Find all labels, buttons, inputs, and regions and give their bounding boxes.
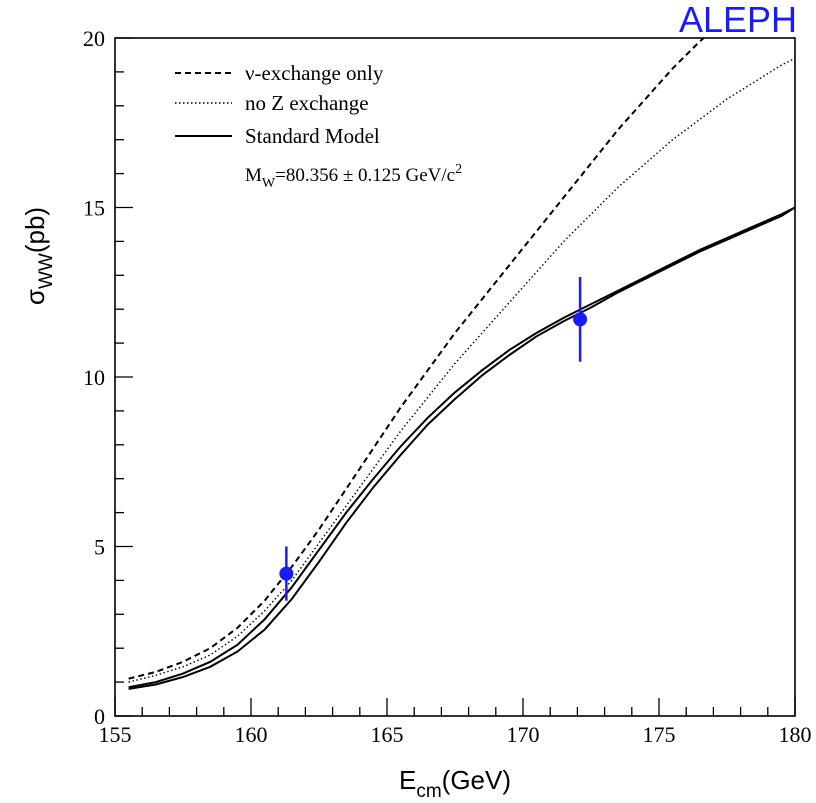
x-tick-label: 175: [643, 722, 676, 747]
y-tick-label: 0: [94, 704, 105, 729]
x-tick-label: 170: [507, 722, 540, 747]
ticks-layer: 155 160 165 170 175 180 0 5 10 15 20: [83, 26, 812, 747]
y-tick-label: 10: [83, 365, 105, 390]
axes-layer: [114, 37, 796, 717]
annot-sup: 2: [455, 162, 462, 177]
data-point-0: [279, 566, 294, 581]
x-tick-label: 165: [371, 722, 404, 747]
x-axis-title: Ecm(GeV): [399, 765, 511, 802]
legend-label-standard-model: Standard Model: [245, 124, 380, 148]
data-points-layer: [279, 276, 588, 601]
y-axis-title-sub: WW: [36, 253, 57, 289]
y-axis-title: σWW(pb): [20, 207, 57, 305]
series-line-3: [128, 206, 795, 690]
annot-mid: =80.356 ± 0.125 GeV/c: [275, 165, 455, 186]
series-line-0: [128, 38, 706, 680]
plot-frame: [114, 37, 796, 717]
y-tick-label: 15: [83, 196, 105, 221]
x-tick-label: 160: [235, 722, 268, 747]
series-line-2: [128, 206, 795, 689]
annot-sub: W: [262, 176, 276, 191]
y-axis-title-rest: (pb): [20, 207, 50, 253]
y-axis-title-main: σ: [20, 289, 50, 305]
x-axis-title-main: E: [399, 765, 416, 795]
legend: ν-exchange only no Z exchange Standard M…: [175, 61, 462, 191]
experiment-label: ALEPH: [679, 0, 797, 40]
series-line-1: [128, 57, 795, 683]
data-point-1: [573, 312, 588, 327]
series-layer: [128, 38, 795, 690]
x-axis-title-rest: (GeV): [442, 765, 511, 795]
x-tick-label: 155: [99, 722, 132, 747]
y-tick-label: 5: [94, 535, 105, 560]
legend-label-no-z: no Z exchange: [245, 91, 369, 115]
annot-prefix: M: [245, 165, 262, 186]
legend-label-nu-exchange: ν-exchange only: [245, 61, 384, 85]
y-tick-label: 20: [83, 26, 105, 51]
w-mass-annotation: MW=80.356 ± 0.125 GeV/c2: [245, 162, 462, 191]
x-axis-title-sub: cm: [416, 781, 441, 802]
x-tick-label: 180: [779, 722, 812, 747]
